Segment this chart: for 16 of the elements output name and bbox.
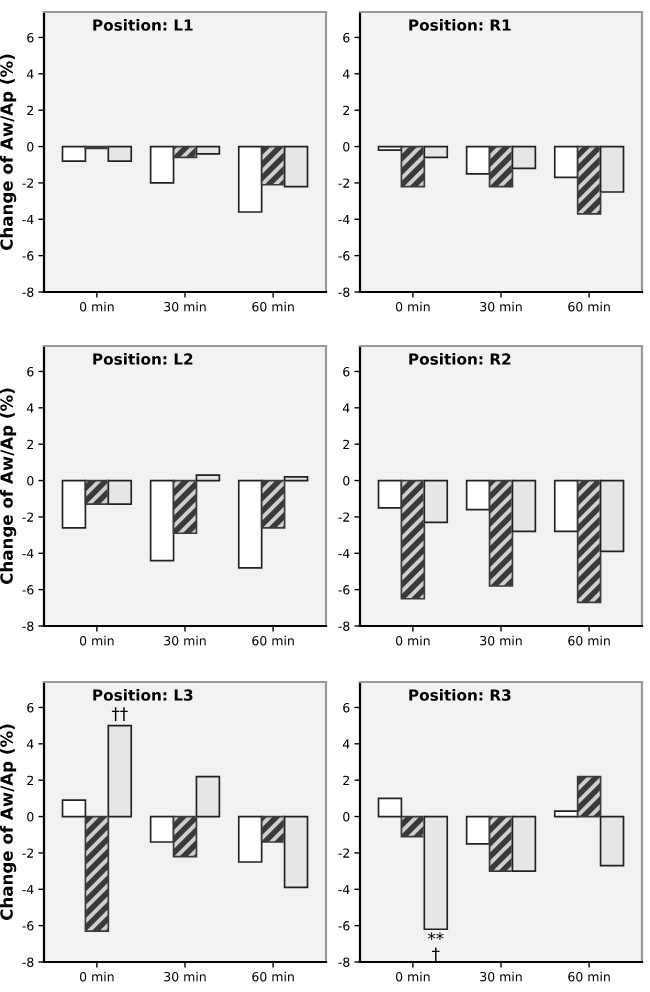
bar [149,815,175,843]
bar [237,815,263,863]
bar [172,815,198,858]
bar [576,775,602,818]
annotation: †† [111,707,128,722]
bar [260,815,286,843]
y-axis-title: Change of Aw/Ap (%) [0,388,17,585]
bar [465,815,491,845]
bar [377,797,403,818]
annotation: ** † [427,932,444,962]
bar [84,815,110,932]
bar [61,799,87,818]
y-axis-title: Change of Aw/Ap (%) [0,724,17,921]
bar [553,810,579,818]
y-axis-title: Change of Aw/Ap (%) [0,54,17,251]
bar [488,815,514,872]
